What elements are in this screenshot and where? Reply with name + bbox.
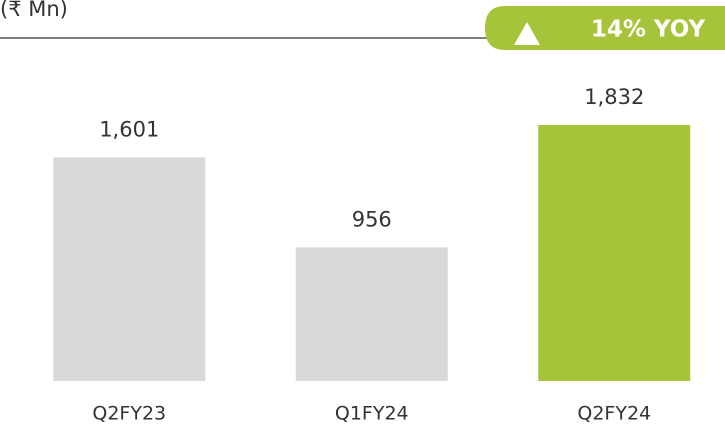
- yoy-badge: [485, 6, 725, 50]
- up-arrow-icon: [514, 22, 540, 45]
- unit-label: (₹ Mn): [0, 0, 68, 21]
- value-label: 956: [352, 207, 392, 231]
- bar: [295, 247, 448, 381]
- x-tick-label: Q2FY24: [577, 403, 651, 425]
- value-label: 1,832: [584, 85, 644, 109]
- bar: [53, 157, 206, 381]
- value-label: 1,601: [99, 117, 159, 141]
- bar: [538, 125, 691, 381]
- x-tick-label: Q2FY23: [92, 403, 166, 425]
- x-tick-label: Q1FY24: [335, 403, 409, 425]
- yoy-text: 14% YOY: [591, 17, 706, 43]
